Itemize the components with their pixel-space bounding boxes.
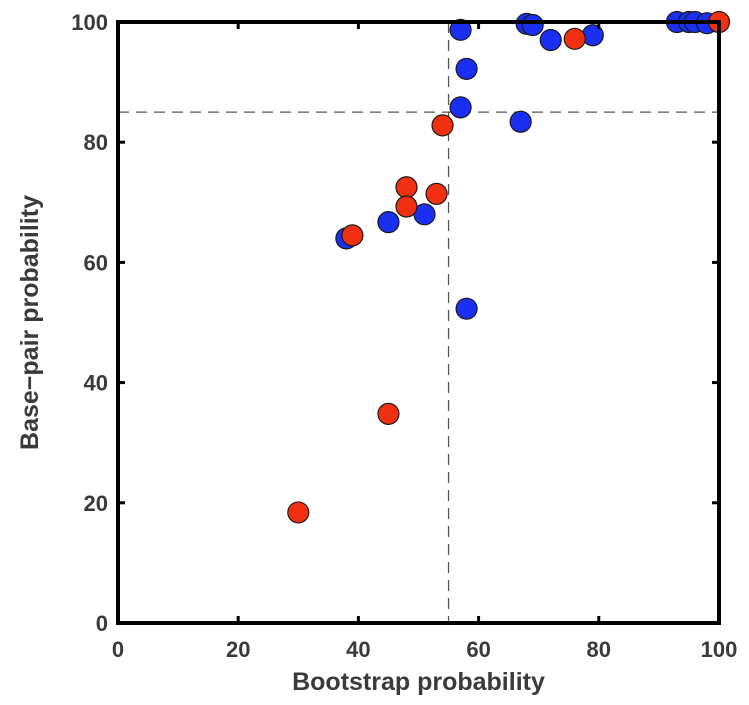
data-point [455,297,478,320]
data-point [539,28,562,52]
data-point [395,176,418,199]
x-tick-label: 60 [466,637,490,662]
x-tick-label: 40 [346,637,370,662]
x-tick-label: 100 [701,637,738,662]
data-point [521,13,544,37]
axis-ticks: 0 20 40 60 80 100 0 20 40 60 80 100 [71,10,737,662]
x-axis-label: Bootstrap probability [292,668,545,696]
y-tick-label: 60 [84,250,108,275]
reference-lines [118,22,719,623]
data-points [287,10,731,524]
y-tick-label: 0 [96,611,108,636]
y-tick-label: 80 [84,130,108,155]
data-point [563,27,586,50]
x-tick-label: 0 [112,637,124,662]
data-point [509,110,532,133]
x-tick-label: 20 [226,637,250,662]
data-point [395,195,418,218]
data-point [449,96,472,119]
y-tick-label: 100 [71,10,108,35]
data-point [431,114,454,137]
data-point [449,18,472,41]
data-point [341,224,364,247]
y-tick-label: 20 [84,491,108,516]
y-axis-label: Base−pair probability [16,195,44,450]
data-point [377,211,400,234]
data-point [287,501,310,524]
y-tick-label: 40 [84,371,108,396]
data-point [455,57,478,80]
plot-frame [116,20,721,625]
x-tick-label: 80 [587,637,611,662]
data-point [425,182,448,205]
data-point [377,402,400,425]
